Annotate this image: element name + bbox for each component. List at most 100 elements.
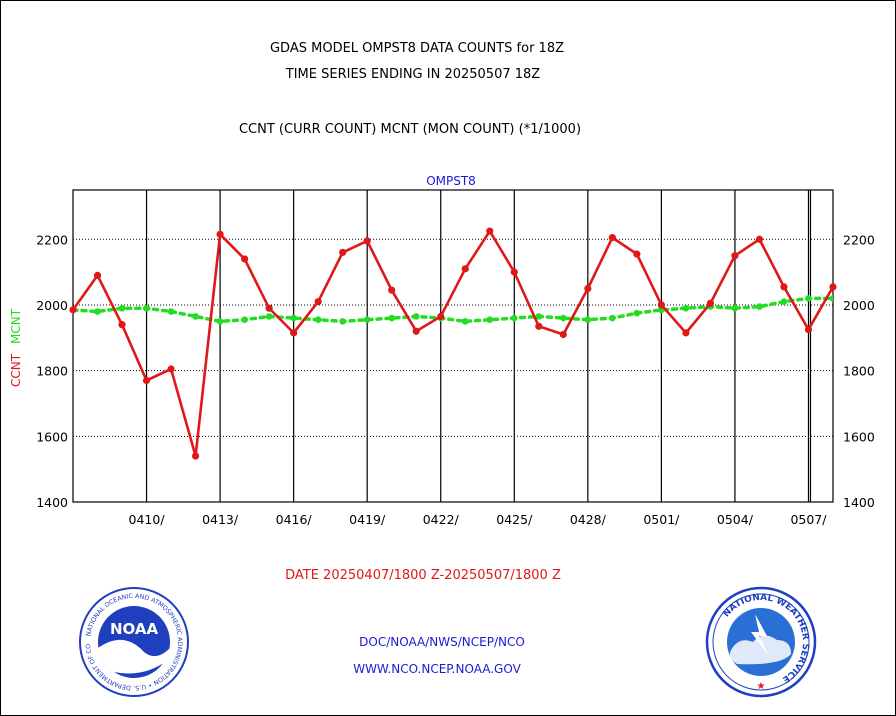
point-ccnt <box>755 235 764 243</box>
point-ccnt <box>829 283 837 291</box>
y-tick-label-left: 1600 <box>36 429 68 444</box>
x-tick-label: 0419/ <box>349 512 386 527</box>
chart-title-line1: GDAS MODEL OMPST8 DATA COUNTS for 18Z <box>270 41 564 56</box>
y-tick-label-left: 1800 <box>36 364 68 379</box>
point-ccnt <box>535 322 543 330</box>
x-tick-label: 0425/ <box>496 512 533 527</box>
x-tick-label: 0413/ <box>202 512 239 527</box>
point-mcnt <box>756 303 763 310</box>
point-ccnt <box>388 286 396 294</box>
point-mcnt <box>290 314 297 322</box>
point-mcnt <box>265 313 273 320</box>
x-tick-label: 0501/ <box>643 512 680 527</box>
point-ccnt <box>142 376 151 385</box>
chart-subtitle: OMPST8 <box>426 174 476 188</box>
point-ccnt <box>682 329 690 337</box>
point-mcnt <box>805 295 812 302</box>
point-mcnt <box>731 304 739 312</box>
point-mcnt <box>363 316 371 324</box>
point-ccnt <box>706 299 715 307</box>
x-tick-label: 0416/ <box>276 512 313 527</box>
y-tick-label-right: 1400 <box>843 495 875 510</box>
point-mcnt <box>412 313 420 320</box>
point-ccnt <box>510 268 518 276</box>
point-ccnt <box>461 265 469 273</box>
point-mcnt <box>780 298 788 305</box>
point-mcnt <box>682 304 690 312</box>
point-ccnt <box>216 230 224 238</box>
point-ccnt <box>265 304 273 312</box>
y-tick-label-left: 2200 <box>36 232 68 247</box>
point-ccnt <box>290 329 298 337</box>
point-mcnt <box>388 314 396 322</box>
point-mcnt <box>461 318 469 325</box>
point-ccnt <box>191 452 200 460</box>
point-mcnt <box>829 295 833 302</box>
point-ccnt <box>339 248 347 256</box>
point-mcnt <box>510 314 518 322</box>
point-ccnt <box>559 330 567 339</box>
series-line-ccnt <box>73 229 833 458</box>
point-ccnt <box>93 271 102 279</box>
noaa-logo-text: NOAA <box>110 620 159 638</box>
point-mcnt <box>118 304 126 312</box>
point-ccnt <box>608 234 616 242</box>
point-ccnt <box>633 250 641 258</box>
point-mcnt <box>94 308 101 315</box>
point-ccnt <box>437 312 445 321</box>
y-tick-label-right: 1800 <box>843 364 875 379</box>
point-ccnt <box>486 227 494 235</box>
footer-line1: DOC/NOAA/NWS/NCEP/NCO <box>359 635 525 649</box>
ylabel-mcnt: MCNT <box>9 308 23 344</box>
plot-frame <box>72 189 834 503</box>
point-ccnt <box>69 306 77 314</box>
point-ccnt <box>314 298 322 306</box>
footer-line2: WWW.NCO.NCEP.NOAA.GOV <box>353 662 521 676</box>
y-tick-label-right: 2000 <box>843 298 875 313</box>
point-mcnt <box>167 308 175 315</box>
point-mcnt <box>560 314 567 322</box>
point-mcnt <box>339 318 346 325</box>
point-ccnt <box>241 255 249 263</box>
point-mcnt <box>633 309 641 317</box>
point-ccnt <box>804 325 813 334</box>
point-ccnt <box>412 327 420 335</box>
point-mcnt <box>486 316 494 324</box>
point-ccnt <box>731 252 739 260</box>
x-axis-date-label: DATE 20250407/1800 Z-20250507/1800 Z <box>285 568 561 583</box>
nws-star-icon: ★ <box>757 681 766 692</box>
x-tick-label: 0507/ <box>790 512 827 527</box>
chart-title-line3: CCNT (CURR COUNT) MCNT (MON COUNT) (*1/1… <box>239 122 581 137</box>
ylabel-ccnt: CCNT <box>9 353 23 387</box>
point-ccnt <box>167 365 175 373</box>
y-axis-label: CCNT MCNT <box>9 308 23 387</box>
y-tick-label-left: 2000 <box>36 298 68 313</box>
chart-title-line2: TIME SERIES ENDING IN 20250507 18Z <box>285 67 541 82</box>
x-tick-label: 0504/ <box>717 512 754 527</box>
point-mcnt <box>241 316 248 324</box>
series-line-mcnt <box>73 296 833 324</box>
point-ccnt <box>118 321 126 329</box>
point-mcnt <box>314 316 322 324</box>
point-mcnt <box>584 316 592 324</box>
plot-area: 1400 1400 1600 1600 1800 1800 2000 2000 2200 2200… <box>36 189 875 527</box>
x-tick-label: 0410/ <box>129 512 166 527</box>
y-tick-label-left: 1400 <box>36 495 68 510</box>
noaa-logo: NATIONAL OCEANIC AND ATMOSPHERIC ADMINIS… <box>79 587 189 697</box>
x-tick-label: 0428/ <box>570 512 607 527</box>
point-ccnt <box>780 283 788 291</box>
x-tick-label: 0422/ <box>423 512 460 527</box>
nws-logo: NATIONAL WEATHER SERVICE ★ <box>705 586 817 698</box>
y-tick-label-right: 1600 <box>843 429 875 444</box>
point-ccnt <box>363 237 371 245</box>
point-ccnt <box>657 301 665 309</box>
y-tick-label-right: 2200 <box>843 232 875 247</box>
point-mcnt <box>609 314 616 322</box>
point-mcnt <box>143 304 150 312</box>
point-mcnt <box>216 318 224 325</box>
point-mcnt <box>192 313 199 320</box>
point-ccnt <box>584 284 592 293</box>
point-mcnt <box>535 313 543 320</box>
